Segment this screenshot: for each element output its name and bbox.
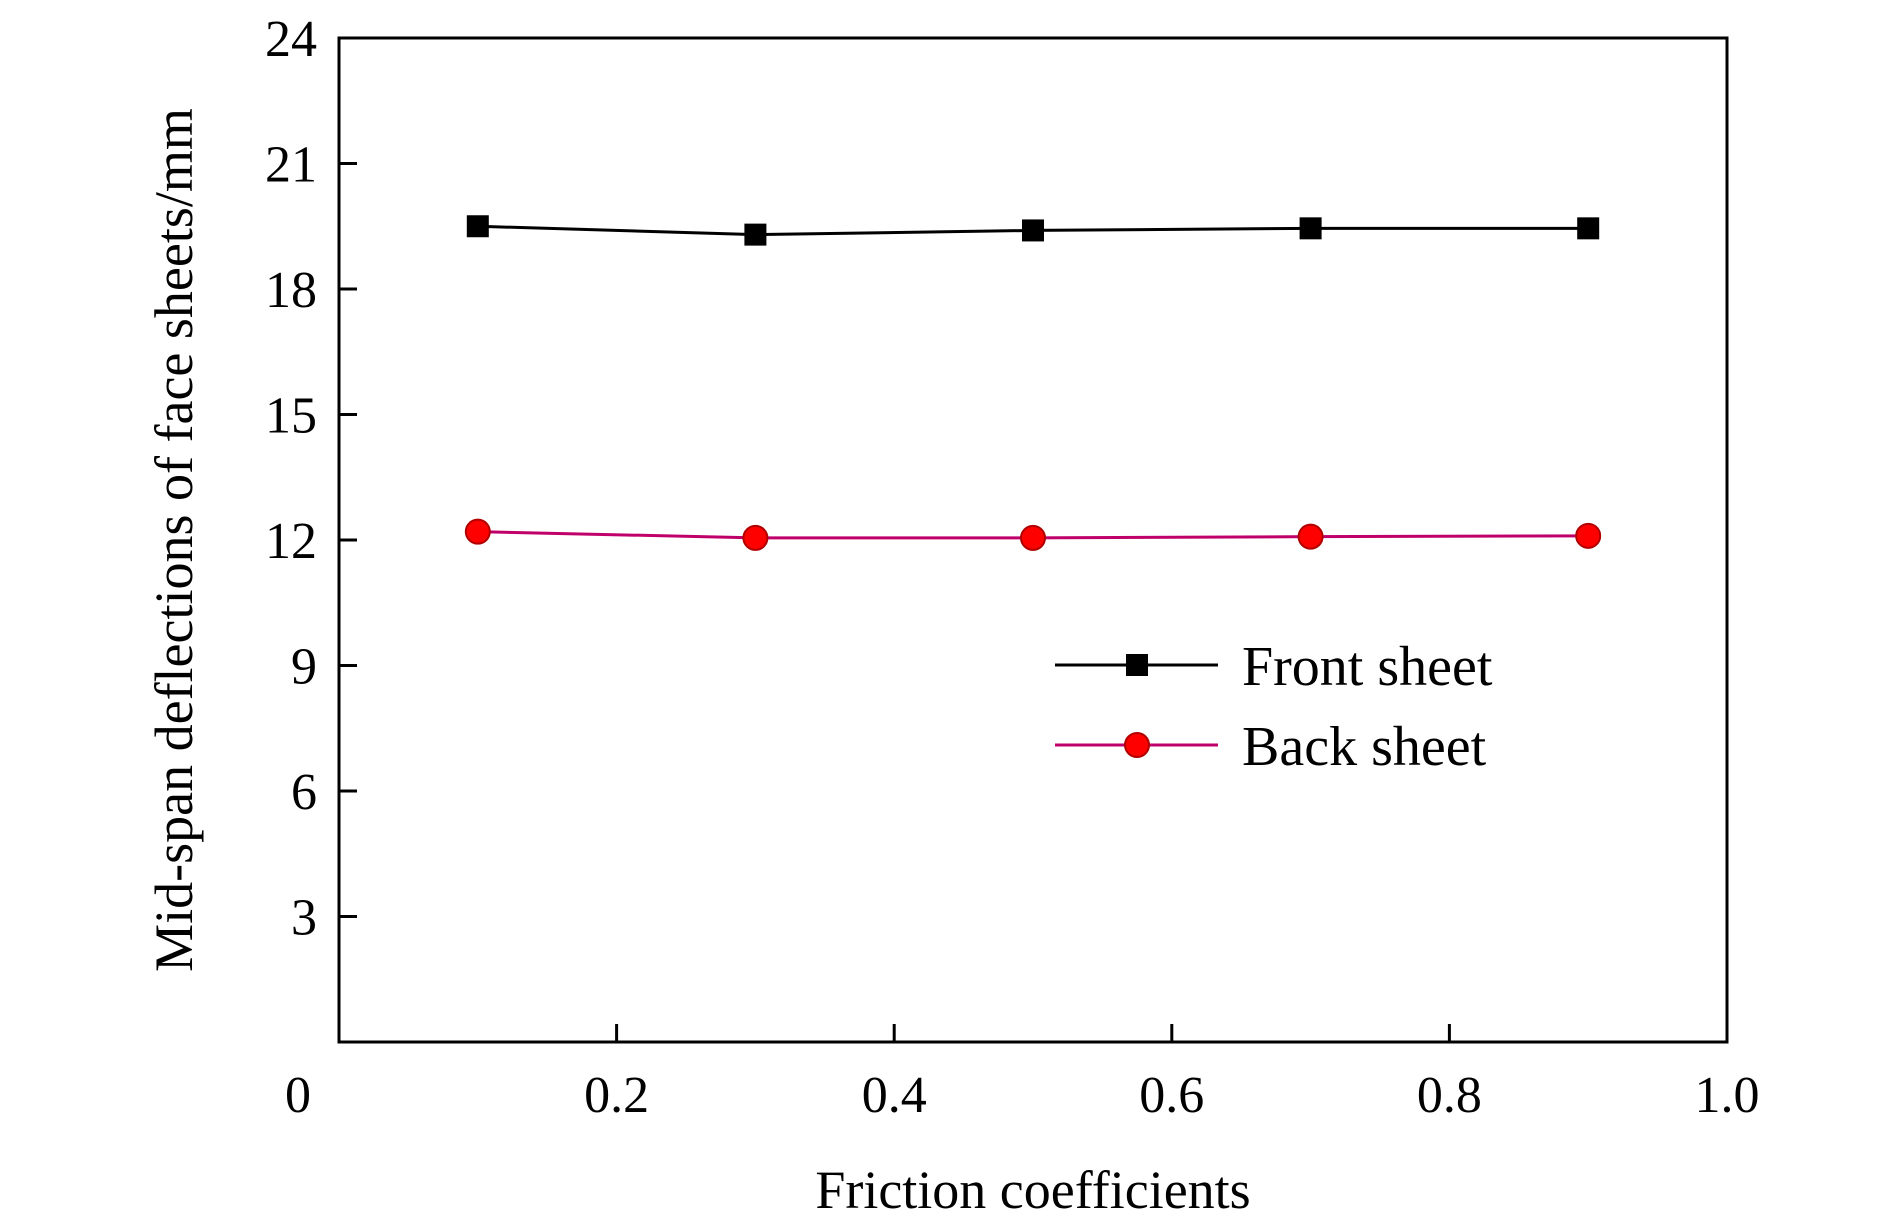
- data-point: [1022, 219, 1044, 242]
- legend-label: Front sheet: [1242, 636, 1493, 698]
- y-tick-label: 21: [265, 137, 317, 194]
- legend-entry: Back sheet: [1055, 716, 1487, 778]
- x-tick-label: 0.6: [1139, 1067, 1204, 1124]
- data-point: [1020, 524, 1046, 551]
- series-front-sheet: [466, 215, 1600, 246]
- legend-marker: [1124, 732, 1150, 758]
- legend-marker: [1126, 654, 1148, 676]
- data-point: [742, 524, 769, 551]
- x-tick-label: 1.0: [1695, 1067, 1760, 1124]
- data-point: [744, 223, 767, 246]
- y-tick-label: 6: [291, 764, 317, 821]
- plot-frame: [337, 36, 1729, 1044]
- x-tick-label: 0.4: [862, 1067, 927, 1124]
- data-point: [1575, 522, 1602, 549]
- data-point: [464, 518, 491, 545]
- y-tick-label: 18: [265, 262, 317, 319]
- y-tick-label: 24: [265, 11, 317, 68]
- x-axis-title: Friction coefficients: [815, 1160, 1250, 1218]
- y-tick-label: 15: [265, 388, 317, 445]
- legend-entry: Front sheet: [1055, 636, 1493, 698]
- labels-layer: 0.2 0.4 0.6 0.8 1.0 3 6 9 12 15 18 21 24 0 Friction co…: [144, 11, 1760, 1218]
- y-tick-label: 12: [265, 513, 317, 570]
- y-tick-label: 9: [291, 639, 317, 696]
- series-back-sheet: [464, 518, 1602, 551]
- x-tick-label: 0.2: [584, 1067, 649, 1124]
- series-layer: [464, 215, 1602, 551]
- y-axis-title: Mid-span deflections of face sheets/mm: [144, 108, 204, 972]
- x-tick-label: 0.8: [1417, 1067, 1482, 1124]
- y-tick-label: 3: [291, 890, 317, 947]
- legend-label: Back sheet: [1242, 716, 1487, 778]
- data-point: [466, 215, 489, 238]
- data-point: [1577, 217, 1600, 240]
- data-point: [1299, 217, 1322, 240]
- legend: Front sheet Back sheet: [1055, 636, 1493, 778]
- origin-label: 0: [285, 1067, 311, 1124]
- data-point: [1297, 523, 1324, 550]
